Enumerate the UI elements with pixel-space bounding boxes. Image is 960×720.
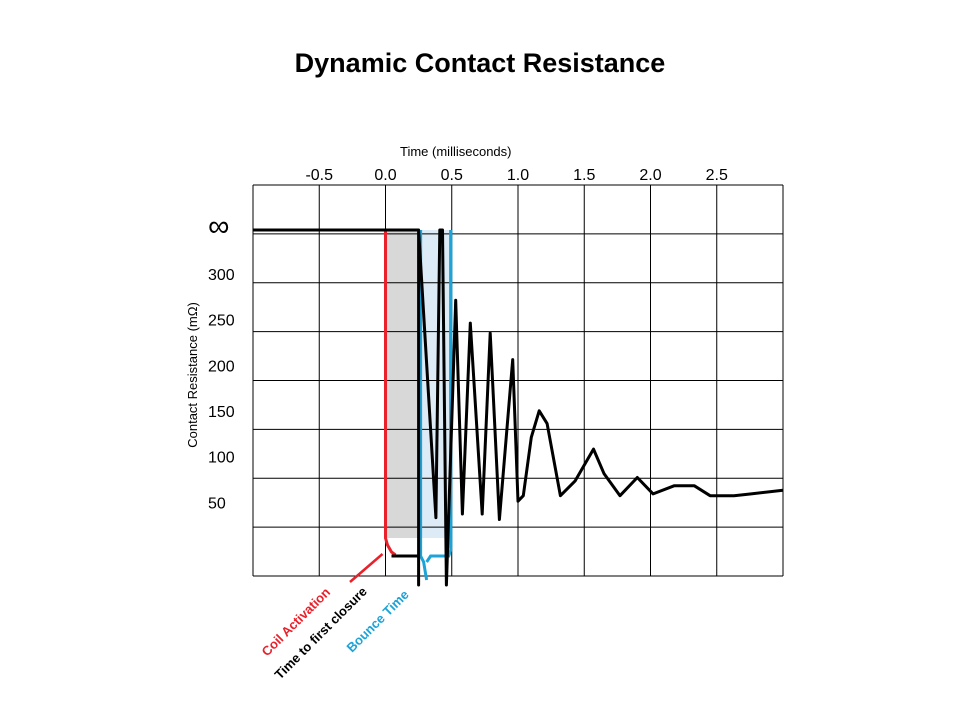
x-tick-label: 2.5	[706, 167, 728, 184]
x-tick-label: -0.5	[305, 167, 333, 184]
y-tick-label: 100	[208, 450, 235, 467]
coil-activation-leader	[349, 553, 384, 583]
shaded-region-0	[385, 230, 419, 538]
y-tick-label: 150	[208, 404, 235, 421]
x-tick-label: 0.0	[374, 167, 396, 184]
x-axis-label: Time (milliseconds)	[400, 144, 511, 159]
chart-title: Dynamic Contact Resistance	[294, 48, 666, 78]
x-tick-label: 2.0	[639, 167, 661, 184]
x-tick-label: 1.5	[573, 167, 595, 184]
y-tick-infinity: ∞	[208, 210, 229, 243]
grid	[252, 184, 784, 577]
y-axis-label: Contact Resistance (mΩ)	[185, 302, 200, 448]
trace	[253, 228, 784, 587]
y-tick-label: 50	[208, 495, 226, 512]
x-tick-label: 0.5	[441, 167, 463, 184]
coil-activation-line	[384, 230, 397, 557]
y-tick-label: 250	[208, 313, 235, 330]
x-tick-label: 1.0	[507, 167, 529, 184]
y-tick-label: 200	[208, 358, 235, 375]
y-tick-label: 300	[208, 267, 235, 284]
labels: Time (milliseconds) Contact Resistance (m…	[185, 144, 728, 682]
resistance-trace	[253, 228, 784, 587]
